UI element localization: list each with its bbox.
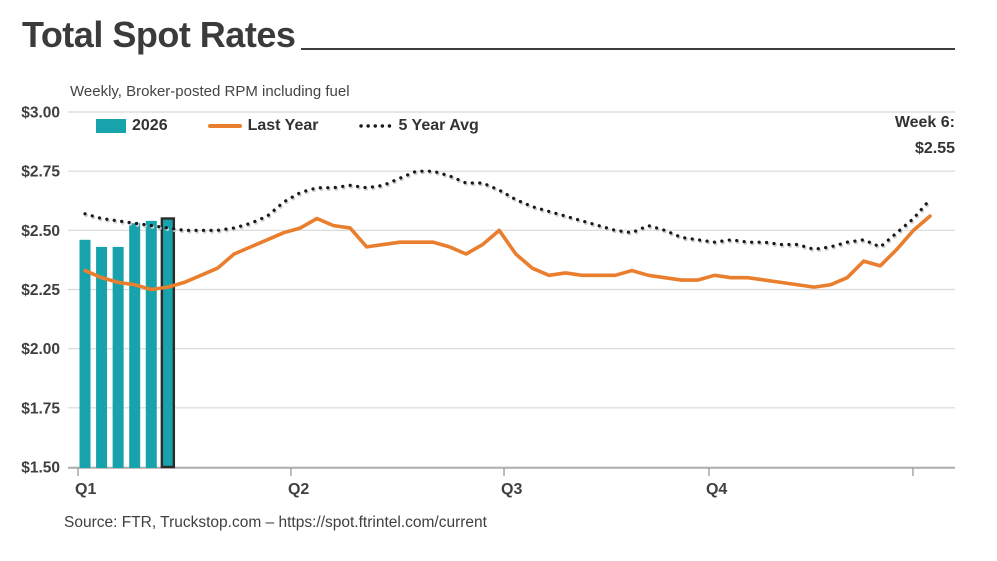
x-axis-label: Q2 — [288, 481, 309, 498]
bar-week — [145, 220, 157, 468]
legend-label-5-year-avg: 5 Year Avg — [398, 117, 479, 134]
last-year-line — [83, 214, 932, 292]
source-text: Source: FTR, Truckstop.com – https://spo… — [64, 514, 487, 531]
line-swatch-icon — [207, 124, 242, 128]
page-title: Total Spot Rates — [22, 14, 296, 55]
y-axis-label: $2.75 — [21, 164, 60, 181]
chart-subtitle: Weekly, Broker-posted RPM including fuel — [70, 83, 350, 100]
x-axis-label: Q4 — [706, 481, 727, 498]
legend-label-2026: 2026 — [132, 117, 168, 134]
five-year-avg-shadow — [84, 170, 933, 253]
title-row: Total Spot Rates — [22, 14, 955, 56]
y-axis-label: $3.00 — [21, 105, 60, 122]
bar-week — [96, 246, 108, 468]
x-axis-label: Q1 — [75, 481, 96, 498]
y-axis-label: $2.50 — [21, 223, 60, 240]
week-annotation: Week 6: $2.55 — [895, 110, 955, 162]
legend-label-last-year: Last Year — [247, 117, 319, 134]
x-axis-label: Q3 — [501, 481, 522, 498]
y-axis-label: $2.00 — [21, 341, 60, 358]
five-year-avg-line — [83, 169, 932, 251]
y-axis-label: $2.25 — [21, 282, 60, 299]
bar-swatch-icon — [96, 119, 126, 133]
week-annotation-value: $2.55 — [914, 140, 955, 157]
bar-week — [129, 223, 141, 468]
legend-item-5-year-avg: 5 Year Avg — [358, 117, 479, 135]
title-underline — [301, 48, 955, 50]
legend-item-2026: 2026 — [96, 117, 168, 135]
legend-item-last-year: Last Year — [207, 117, 319, 135]
week-annotation-label: Week 6: — [894, 114, 955, 131]
dotted-swatch-icon — [359, 124, 393, 128]
chart-legend: 2026 Last Year 5 Year Avg — [96, 117, 479, 135]
bar-week — [79, 239, 91, 468]
bar-current-week — [160, 217, 176, 469]
y-axis-label: $1.75 — [21, 400, 60, 417]
y-axis-label: $1.50 — [21, 460, 60, 477]
bar-week — [112, 246, 124, 468]
